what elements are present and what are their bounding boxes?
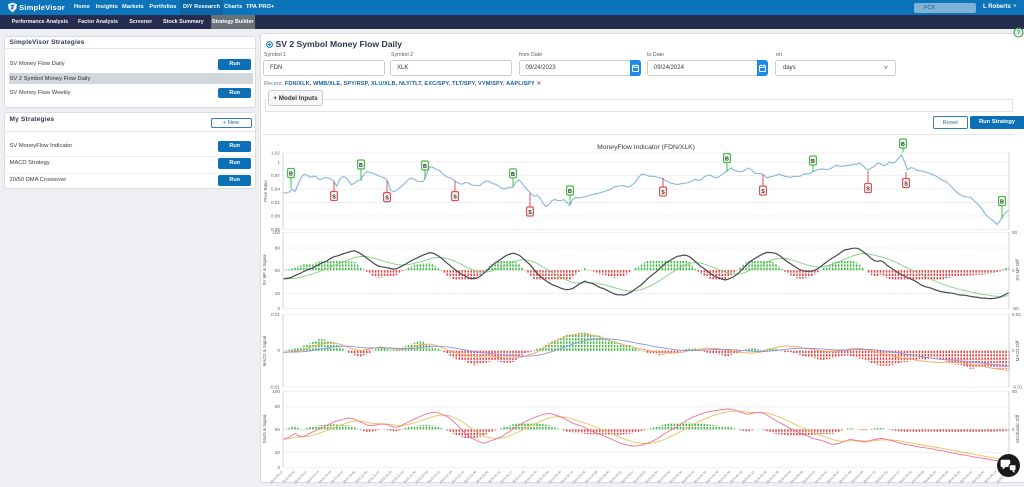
svg-text:0: 0 (277, 348, 280, 353)
svg-text:B: B (901, 142, 905, 148)
svg-text:S: S (528, 210, 532, 216)
svg-text:100: 100 (272, 230, 280, 235)
svg-text:B: B (423, 164, 427, 170)
svg-text:S: S (661, 190, 665, 196)
svg-text:SV MF & Signal: SV MF & Signal (262, 254, 267, 285)
svg-text:S: S (904, 182, 908, 188)
svg-text:80: 80 (275, 404, 281, 409)
svg-text:MACD & Signal: MACD & Signal (262, 336, 267, 367)
svg-text:-0.01: -0.01 (1012, 385, 1023, 390)
svg-text:1.02: 1.02 (271, 151, 280, 156)
svg-text:SV MF Diff: SV MF Diff (1015, 259, 1020, 281)
svg-text:MACD Diff: MACD Diff (1015, 340, 1020, 361)
svg-text:20: 20 (275, 450, 281, 455)
svg-text:B: B (568, 189, 572, 195)
svg-text:1: 1 (277, 160, 280, 165)
svg-text:50: 50 (275, 427, 281, 432)
svg-text:Stochastic Diff: Stochastic Diff (1015, 414, 1020, 443)
svg-text:50: 50 (275, 268, 281, 273)
svg-text:S: S (385, 196, 389, 202)
svg-text:0.97: 0.97 (271, 173, 280, 178)
svg-text:0: 0 (1012, 427, 1015, 432)
svg-text:50: 50 (1012, 230, 1018, 235)
svg-text:Stoch & Signal: Stoch & Signal (262, 415, 267, 444)
svg-text:20: 20 (275, 291, 281, 296)
svg-text:50: 50 (1012, 389, 1018, 394)
svg-text:80: 80 (275, 246, 281, 251)
svg-text:0.01: 0.01 (1012, 312, 1021, 317)
svg-text:0: 0 (1012, 268, 1015, 273)
svg-text:S: S (761, 189, 765, 195)
svg-text:?: ? (1017, 31, 1021, 37)
svg-text:0: 0 (277, 465, 280, 470)
svg-text:B: B (725, 157, 729, 163)
svg-text:0.88: 0.88 (271, 214, 280, 219)
svg-text:B: B (511, 172, 515, 178)
svg-text:S: S (453, 195, 457, 201)
svg-text:0.94: 0.94 (271, 187, 280, 192)
svg-text:0.91: 0.91 (271, 200, 280, 205)
svg-text:B: B (359, 163, 363, 169)
svg-text:100: 100 (272, 389, 280, 394)
svg-text:0.01: 0.01 (271, 312, 280, 317)
svg-text:Price Ratio: Price Ratio (263, 180, 268, 202)
svg-text:S: S (332, 195, 336, 201)
svg-text:B: B (811, 159, 815, 165)
svg-text:MoneyFlow Indicator (FDN/XLK): MoneyFlow Indicator (FDN/XLK) (597, 144, 695, 151)
svg-text:S: S (866, 187, 870, 193)
svg-text:0.85: 0.85 (271, 227, 280, 232)
svg-text:0: 0 (277, 306, 280, 311)
svg-text:0: 0 (1012, 348, 1015, 353)
svg-text:-50: -50 (1012, 306, 1019, 311)
svg-text:B: B (1000, 200, 1004, 206)
svg-text:B: B (289, 172, 293, 178)
svg-text:-0.01: -0.01 (270, 385, 281, 390)
